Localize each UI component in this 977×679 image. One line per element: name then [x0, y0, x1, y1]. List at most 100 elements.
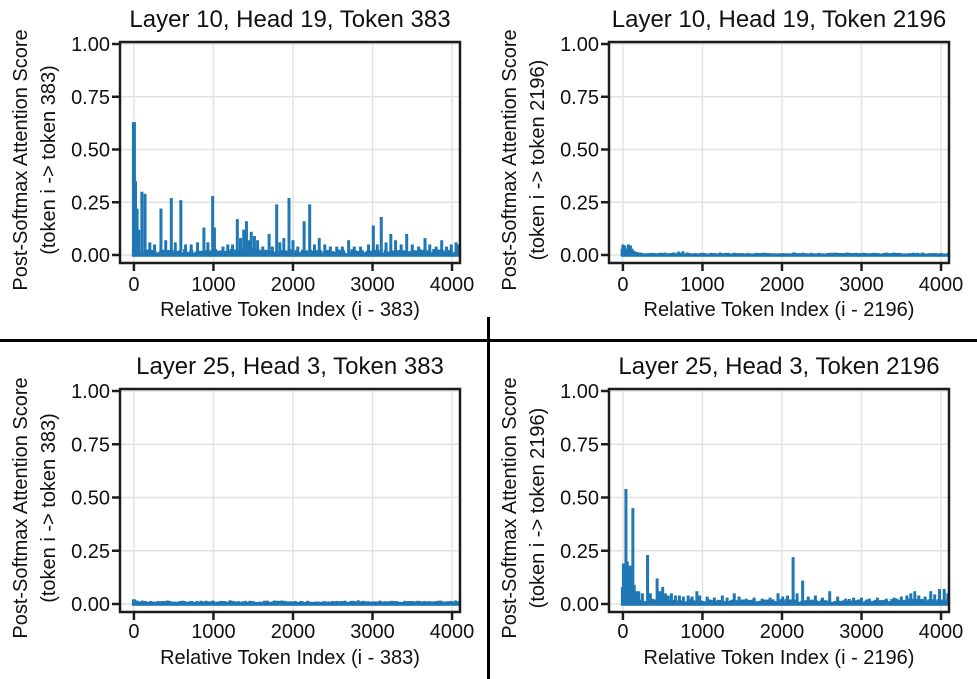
attention-bar [677, 595, 681, 605]
noise-bar [758, 253, 762, 256]
x-tick-label: 3000 [350, 621, 395, 643]
attention-bar [169, 198, 173, 256]
attention-bar [673, 595, 677, 605]
attention-bar [933, 594, 937, 605]
noise-bar [397, 250, 401, 256]
attention-bar [630, 248, 634, 256]
bar-series [131, 599, 462, 606]
attention-bar [752, 597, 756, 605]
attention-bar [661, 252, 665, 256]
x-tick-label: 0 [128, 621, 139, 643]
y-tick-label: 0.25 [560, 192, 599, 214]
attention-bar [658, 591, 662, 605]
attention-bar [302, 221, 306, 256]
attention-bar [663, 593, 667, 605]
y-tick-label: 0.50 [560, 140, 599, 162]
attention-bar [410, 244, 414, 256]
x-tick-label: 0 [617, 621, 628, 643]
x-tick-label: 4000 [430, 274, 475, 296]
attention-bar [282, 238, 286, 256]
attention-bar [791, 557, 795, 605]
attention-bar [135, 208, 139, 256]
x-tick-label: 4000 [919, 274, 964, 296]
attention-bar [159, 208, 163, 256]
attention-bar [776, 593, 780, 605]
attention-bar [884, 598, 888, 605]
attention-bar [317, 238, 321, 256]
attention-bar [637, 591, 641, 605]
attention-bar [134, 181, 138, 256]
attention-bar [296, 246, 300, 256]
attention-bar [698, 595, 702, 605]
attention-bar [801, 580, 805, 605]
attention-bar [712, 597, 716, 605]
attention-bar [628, 245, 632, 256]
attention-bar [164, 240, 168, 256]
y-tick-label: 0.75 [560, 87, 599, 109]
y-tick-label: 0.00 [560, 594, 599, 616]
y-axis-label-line2: (token i -> token 383) [38, 413, 60, 603]
attention-bar [371, 601, 375, 605]
attention-bar [131, 122, 136, 256]
attention-bar [899, 596, 903, 605]
y-tick-label: 0.50 [71, 488, 110, 510]
attention-bar [632, 250, 636, 256]
noise-bar [306, 250, 310, 256]
noise-bar [224, 251, 228, 256]
y-tick-label: 1.00 [71, 34, 110, 56]
attention-bar [788, 253, 792, 256]
attention-bar [189, 244, 193, 256]
attention-bar [648, 593, 652, 605]
attention-bar [725, 597, 729, 605]
y-tick-label: 1.00 [560, 34, 599, 56]
attention-bar [669, 593, 673, 605]
attention-bar [686, 595, 690, 605]
attention-bar [367, 244, 371, 256]
attention-bar [278, 242, 282, 256]
attention-bar [389, 233, 393, 256]
plot-border [118, 40, 462, 265]
attention-bar [768, 597, 772, 605]
chart-canvas: 1.00 0.75 0.50 0.25 0.00 0 1000 2000 3000 4000 Lay… [10, 353, 475, 669]
x-tick-label: 0 [617, 274, 628, 296]
x-tick-label: 3000 [839, 274, 884, 296]
plot-layer10-head19-token2196: 1.00 0.75 0.50 0.25 0.00 0 1000 2000 3000 4000 Lay… [489, 0, 977, 340]
x-tick-label: 4000 [919, 621, 964, 643]
noise-bar [337, 249, 341, 256]
attention-bar [379, 217, 383, 256]
y-tick-label: 0.00 [71, 594, 110, 616]
attention-bar [231, 244, 235, 256]
attention-bar [661, 586, 665, 605]
attention-bar [892, 597, 896, 605]
x-axis-label: Relative Token Index (i - 2196) [644, 647, 915, 669]
attention-bar [173, 242, 177, 256]
attention-bar [454, 242, 458, 256]
attention-bar [267, 233, 271, 256]
x-tick-label: 3000 [839, 621, 884, 643]
y-axis-label-line2: (token i -> token 2196) [527, 408, 549, 609]
attention-bar [143, 193, 147, 256]
attention-bar [335, 246, 339, 256]
divider-vertical [487, 317, 490, 679]
x-tick-label: 4000 [430, 621, 475, 643]
y-tick-label: 0.75 [71, 87, 110, 109]
attention-bar [666, 595, 670, 605]
attention-bar [340, 246, 344, 256]
attention-bar [795, 593, 799, 605]
attention-bar [836, 596, 840, 605]
attention-bar [371, 225, 375, 256]
y-tick-label: 0.25 [560, 541, 599, 563]
attention-bar [737, 596, 741, 605]
attention-bar [760, 598, 764, 605]
attention-bar [913, 591, 917, 605]
attention-bar [638, 252, 642, 256]
x-tick-label: 2000 [271, 274, 316, 296]
plot-title: Layer 10, Head 19, Token 2196 [612, 6, 946, 33]
attention-bar [909, 593, 913, 605]
y-tick-label: 0.25 [71, 541, 110, 563]
attention-bar [828, 591, 832, 605]
y-tick-label: 1.00 [71, 381, 110, 403]
x-tick-label: 2000 [760, 621, 805, 643]
attention-bar [756, 253, 760, 256]
attention-bar [624, 248, 628, 256]
